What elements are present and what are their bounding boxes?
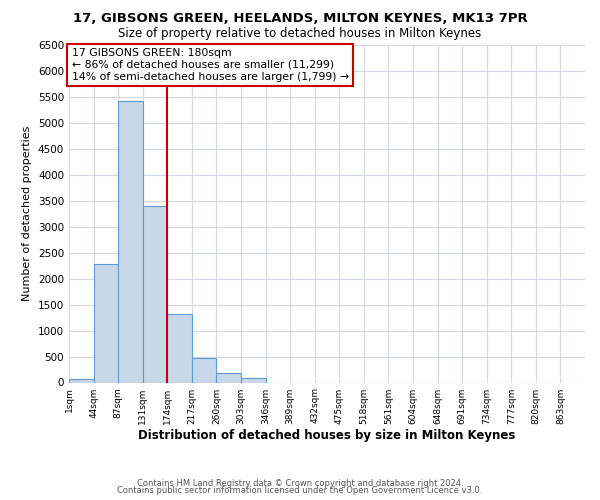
Text: Contains public sector information licensed under the Open Government Licence v3: Contains public sector information licen… bbox=[118, 486, 482, 495]
Bar bbox=[167, 314, 192, 382]
Bar bbox=[217, 373, 241, 382]
X-axis label: Distribution of detached houses by size in Milton Keynes: Distribution of detached houses by size … bbox=[139, 430, 515, 442]
Bar bbox=[192, 358, 217, 382]
Bar bbox=[69, 380, 94, 382]
Bar bbox=[94, 264, 118, 382]
Bar bbox=[241, 378, 266, 382]
Text: 17 GIBSONS GREEN: 180sqm
← 86% of detached houses are smaller (11,299)
14% of se: 17 GIBSONS GREEN: 180sqm ← 86% of detach… bbox=[71, 48, 349, 82]
Text: Contains HM Land Registry data © Crown copyright and database right 2024.: Contains HM Land Registry data © Crown c… bbox=[137, 478, 463, 488]
Bar bbox=[118, 100, 143, 382]
Y-axis label: Number of detached properties: Number of detached properties bbox=[22, 126, 32, 302]
Bar bbox=[143, 206, 167, 382]
Text: Size of property relative to detached houses in Milton Keynes: Size of property relative to detached ho… bbox=[118, 28, 482, 40]
Text: 17, GIBSONS GREEN, HEELANDS, MILTON KEYNES, MK13 7PR: 17, GIBSONS GREEN, HEELANDS, MILTON KEYN… bbox=[73, 12, 527, 26]
